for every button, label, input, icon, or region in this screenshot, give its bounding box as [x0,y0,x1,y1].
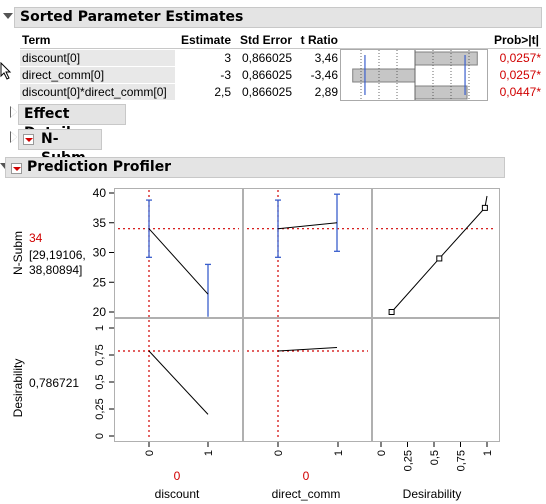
current-desirability-value: 0,786721 [29,376,79,390]
x-tick-label: 0,5 [429,450,441,465]
desirability-handle [481,204,488,211]
desirability-handle [436,255,443,262]
x-tick-label: 0,25 [403,450,415,471]
prediction-trace [277,222,338,230]
col-prob: Prob>|t| [493,33,539,47]
t-ratio-bar-chart [340,49,488,101]
row-term: direct_comm[0] [22,68,105,82]
effect-details-header[interactable]: Effect Details [18,104,126,141]
y-axis-label-desirability: Desirability [11,359,25,418]
col-tratio: t Ratio [300,33,338,47]
row-tratio: -3,46 [310,68,338,82]
profiler-panel [243,318,372,442]
profiler-panel [114,188,243,318]
row-estimate: -3 [220,68,231,82]
desirability-function-line [391,195,488,313]
x-tick-label: 1 [203,450,215,456]
y-tick-label: 35 [93,216,107,230]
nsubm-ci-high: 38,80894] [29,263,82,277]
t-ratio-bar [414,51,478,66]
prediction-trace [148,228,209,295]
y-tick-label: 30 [93,246,107,260]
row-term: discount[0]*direct_comm[0] [22,85,167,99]
x-axis-label-discount: discount [155,487,200,501]
t-ratio-bar [414,85,468,100]
x-tick-label: 0,75 [456,450,468,471]
y-tick-label: 1 [94,325,106,331]
y-tick-label: 0 [94,433,106,439]
col-stderr: Std Error [239,33,292,47]
sorted-estimates-title: Sorted Parameter Estimates [20,9,244,25]
x-tick-label: 1 [482,450,494,456]
sorted-estimates-header[interactable]: Sorted Parameter Estimates [14,7,542,28]
x-tick-label: 0 [144,450,156,456]
row-stderr: 0,866025 [241,51,292,65]
row-term: discount[0] [22,51,81,65]
profiler-panel [243,188,372,318]
nsubm-menu-button[interactable] [23,134,34,145]
y-axis-label-nsubm: N-Subm [11,231,25,275]
y-tick-label: 0,75 [94,344,106,365]
col-estimate: Estimate [180,33,231,47]
y-tick-label: 20 [93,305,107,319]
profiler-panel [372,188,500,318]
y-tick-label: 40 [93,186,107,200]
row-tratio: 3,46 [314,51,338,65]
profiler-menu-button[interactable] [11,163,22,174]
row-tratio: 2,89 [314,85,338,99]
prediction-trace [148,350,209,415]
x-current-direct-comm: 0 [303,469,310,483]
x-current-discount: 0 [174,469,181,483]
profiler-title: Prediction Profiler [27,159,172,175]
x-tick-label: 0 [273,450,285,456]
collapse-triangle-icon[interactable] [3,13,13,19]
y-tick-label: 25 [93,275,107,289]
profiler-panel [372,318,500,442]
x-tick-label: 0 [376,450,388,456]
prediction-trace [277,346,338,352]
desirability-handle [388,309,395,315]
y-tick-label: 0,5 [94,374,106,389]
y-tick-label: 0,25 [94,398,106,419]
current-nsubm-value: 34 [29,231,43,245]
x-tick-label: 1 [333,450,345,456]
t-ratio-bar [352,68,416,83]
mouse-cursor-icon [0,62,12,80]
x-axis-label-direct-comm: direct_comm [272,487,341,501]
profiler-header[interactable]: Prediction Profiler [5,157,505,178]
row-prob: 0,0447* [499,85,541,99]
row-stderr: 0,866025 [241,85,292,99]
col-term: Term [22,33,51,47]
row-estimate: 3 [224,51,231,65]
row-prob: 0,0257* [499,51,541,65]
row-estimate: 2,5 [214,85,231,99]
x-axis-label-desirability: Desirability [403,487,462,501]
profiler-panel [114,318,243,442]
prediction-profiler: N-Subm Desirability 34 [29,19106, 38,808… [11,186,500,501]
nsubm-ci-low: [29,19106, [29,248,86,262]
row-prob: 0,0257* [499,68,541,82]
row-stderr: 0,866025 [241,68,292,82]
